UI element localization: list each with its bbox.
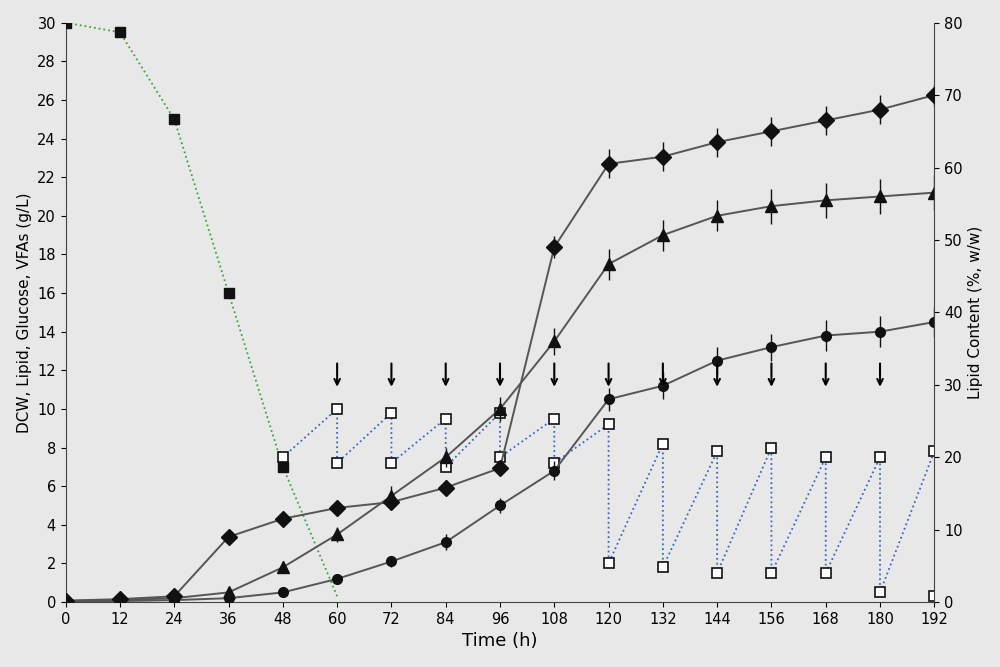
Y-axis label: Lipid Content (%, w/w): Lipid Content (%, w/w) <box>968 225 983 399</box>
X-axis label: Time (h): Time (h) <box>462 632 538 650</box>
Y-axis label: DCW, Lipid, Glucose, VFAs (g/L): DCW, Lipid, Glucose, VFAs (g/L) <box>17 192 32 433</box>
